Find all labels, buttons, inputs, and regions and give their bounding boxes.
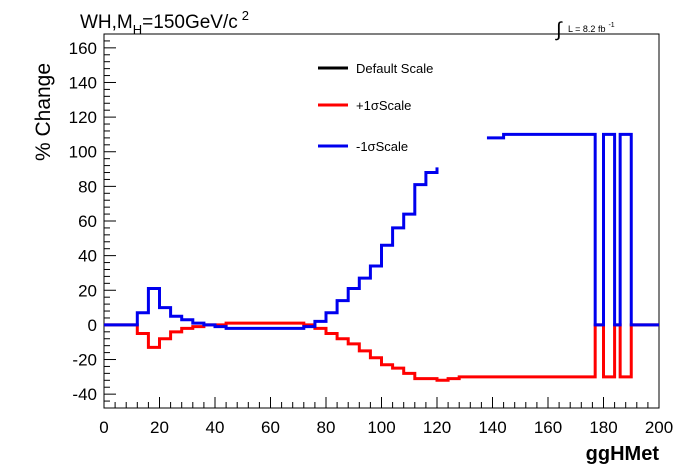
x-tick-label: 160 — [534, 418, 562, 437]
chart-title: WH,MH=150GeV/c 2 — [80, 8, 249, 37]
x-tick-label: 100 — [367, 418, 395, 437]
x-axis-title: ggHMet — [586, 443, 660, 465]
y-axis: -40 -20 0 20 40 60 80 100 120 140 160 — [69, 39, 116, 404]
chart-title-superscript: 2 — [242, 8, 249, 23]
lumi-superscript: -1 — [608, 22, 614, 29]
series-layer — [104, 132, 659, 382]
x-axis: 0 20 40 60 80 100 120 140 160 180 200 — [99, 397, 673, 437]
x-tick-label: 0 — [99, 418, 108, 437]
y-tick-label: -40 — [72, 385, 97, 404]
plot-frame — [103, 33, 660, 409]
series-line-1 — [104, 321, 659, 382]
y-tick-label: -20 — [72, 351, 97, 370]
y-tick-label: 140 — [69, 73, 97, 92]
lumi-label: L = 8.2 fb -1 — [568, 22, 615, 34]
y-tick-label: 160 — [69, 39, 97, 58]
chart-title-main: WH,M — [80, 12, 133, 33]
x-tick-label: 20 — [150, 418, 169, 437]
x-tick-label: 200 — [645, 418, 673, 437]
lumi-text: L = 8.2 fb — [568, 24, 605, 34]
y-tick-label: 20 — [78, 281, 97, 300]
y-tick-label: 60 — [78, 212, 97, 231]
x-tick-label: 40 — [206, 418, 225, 437]
chart-title-subscript: H — [133, 22, 142, 37]
legend-label: +1σScale — [356, 98, 411, 113]
y-tick-label: 120 — [69, 108, 97, 127]
legend: Default Scale +1σScale -1σScale — [318, 61, 433, 154]
x-tick-label: 120 — [423, 418, 451, 437]
x-tick-label: 80 — [317, 418, 336, 437]
y-tick-label: 100 — [69, 143, 97, 162]
x-tick-label: 60 — [261, 418, 280, 437]
y-tick-label: 80 — [78, 177, 97, 196]
x-tick-label: 140 — [478, 418, 506, 437]
y-tick-label: 40 — [78, 247, 97, 266]
legend-label: Default Scale — [356, 61, 433, 76]
x-tick-label: 180 — [589, 418, 617, 437]
legend-label: -1σScale — [356, 139, 408, 154]
y-axis-title: % Change — [32, 63, 55, 161]
lumi-integral-sign: ∫ — [555, 19, 563, 41]
series-line-2 — [104, 132, 659, 330]
chart-title-rest: =150GeV/c — [142, 12, 238, 33]
y-tick-label: 0 — [88, 316, 97, 335]
